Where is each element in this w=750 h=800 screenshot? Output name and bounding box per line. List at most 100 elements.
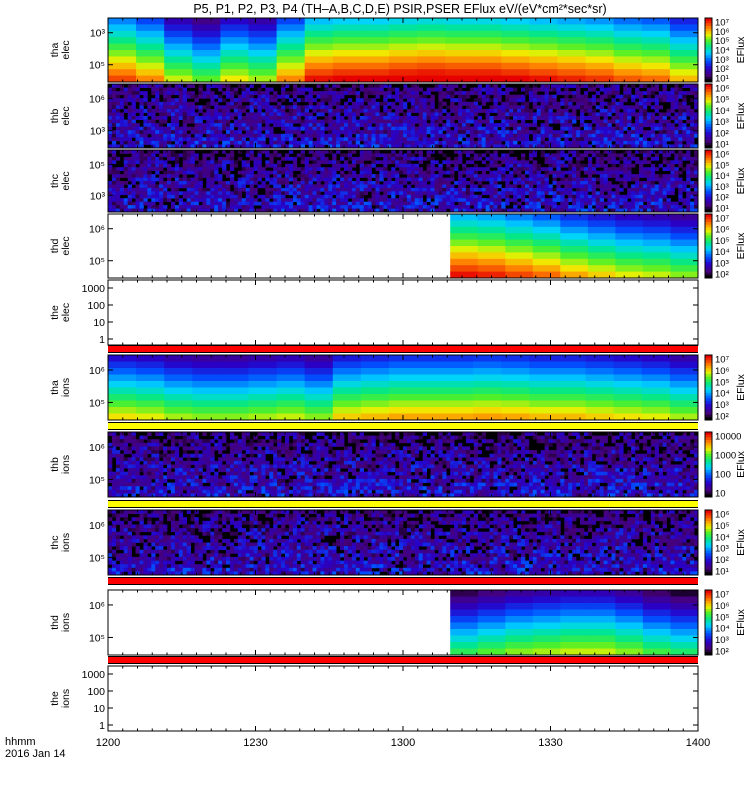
heatmap-cell	[406, 112, 412, 117]
heatmap-cell	[123, 150, 128, 154]
heatmap-cell	[544, 101, 549, 106]
heatmap-cell	[312, 133, 317, 138]
heatmap-cell	[229, 133, 235, 138]
heatmap-cell	[497, 87, 502, 92]
heatmap-cell	[497, 167, 502, 171]
heatmap-cell	[399, 205, 404, 209]
heatmap-cell	[249, 105, 254, 110]
heatmap-cell	[666, 91, 671, 96]
heatmap-cell	[646, 181, 652, 185]
heatmap-cell	[422, 170, 427, 175]
heatmap-cell	[603, 94, 608, 99]
heatmap-cell	[450, 174, 455, 178]
heatmap-cell	[336, 140, 341, 145]
heatmap-cell	[316, 133, 321, 138]
heatmap-cell	[210, 108, 215, 113]
heatmap-cell	[646, 187, 652, 192]
heatmap-cell	[220, 62, 249, 70]
heatmap-cell	[218, 160, 223, 165]
heatmap-cell	[544, 84, 549, 88]
heatmap-cell	[650, 163, 656, 168]
colorbar-cell	[705, 155, 712, 159]
heatmap-cell	[623, 112, 628, 117]
heatmap-cell	[269, 163, 274, 168]
heatmap-cell	[414, 201, 420, 206]
heatmap-cell	[674, 167, 679, 171]
heatmap-cell	[273, 98, 278, 103]
heatmap-cell	[446, 201, 451, 206]
heatmap-cell	[410, 98, 416, 103]
heatmap-cell	[607, 174, 612, 178]
heatmap-cell	[143, 198, 148, 202]
heatmap-cell	[151, 137, 156, 142]
heatmap-cell	[603, 116, 608, 120]
heatmap-cell	[178, 130, 184, 135]
heatmap-cell	[344, 187, 349, 192]
heatmap-cell	[131, 187, 136, 192]
heatmap-cell	[576, 167, 581, 171]
heatmap-cell	[139, 174, 144, 178]
heatmap-cell	[222, 126, 227, 131]
heatmap-cell	[485, 144, 490, 149]
heatmap-cell	[454, 208, 459, 213]
heatmap-cell	[190, 181, 195, 185]
heatmap-cell	[682, 167, 687, 171]
heatmap-cell	[639, 208, 644, 213]
heatmap-cell	[654, 84, 659, 88]
heatmap-cell	[151, 208, 156, 213]
heatmap-cell	[485, 133, 490, 138]
heatmap-cell	[662, 91, 667, 96]
heatmap-cell	[151, 167, 156, 171]
heatmap-cell	[458, 108, 463, 113]
heatmap-cell	[481, 187, 486, 192]
heatmap-cell	[119, 91, 125, 96]
heatmap-cell	[666, 153, 671, 158]
heatmap-cell	[473, 174, 479, 178]
heatmap-cell	[639, 116, 644, 120]
heatmap-cell	[304, 201, 309, 206]
heatmap-cell	[674, 101, 679, 106]
colorbar-cell	[705, 23, 712, 27]
heatmap-cell	[678, 133, 683, 138]
heatmap-cell	[576, 137, 581, 142]
heatmap-cell	[245, 91, 250, 96]
heatmap-cell	[344, 201, 349, 206]
heatmap-cell	[631, 184, 636, 189]
heatmap-cell	[631, 177, 636, 182]
heatmap-cell	[662, 140, 667, 145]
heatmap-cell	[458, 112, 463, 117]
heatmap-cell	[367, 187, 372, 192]
heatmap-cell	[521, 130, 526, 135]
heatmap-cell	[662, 191, 667, 196]
heatmap-cell	[135, 130, 140, 135]
heatmap-cell	[465, 208, 471, 213]
heatmap-cell	[473, 163, 479, 168]
heatmap-cell	[607, 108, 612, 113]
heatmap-cell	[587, 184, 593, 189]
heatmap-cell	[170, 112, 176, 117]
heatmap-cell	[387, 205, 392, 209]
heatmap-cell	[111, 177, 117, 182]
heatmap-cell	[277, 112, 282, 117]
heatmap-cell	[147, 184, 152, 189]
heatmap-cell	[281, 194, 286, 199]
heatmap-cell	[521, 191, 526, 196]
heatmap-cell	[662, 167, 667, 171]
heatmap-cell	[178, 137, 184, 142]
heatmap-cell	[686, 167, 691, 171]
heatmap-cell	[214, 137, 219, 142]
heatmap-cell	[524, 144, 530, 149]
heatmap-cell	[583, 187, 589, 192]
heatmap-cell	[585, 75, 615, 83]
heatmap-cell	[324, 201, 329, 206]
heatmap-cell	[442, 137, 447, 142]
heatmap-cell	[666, 187, 671, 192]
heatmap-cell	[548, 112, 553, 117]
heatmap-cell	[430, 191, 435, 196]
heatmap-cell	[536, 208, 541, 213]
colorbar-cell	[705, 124, 712, 128]
heatmap-cell	[359, 130, 364, 135]
colorbar-cell	[705, 76, 712, 80]
heatmap-cell	[658, 112, 663, 117]
heatmap-cell	[131, 101, 136, 106]
